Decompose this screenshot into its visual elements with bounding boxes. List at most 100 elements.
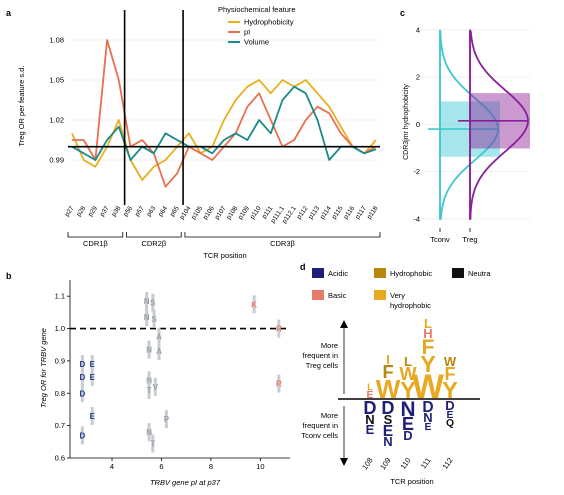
x-tick-label-a-15: p109 xyxy=(237,205,251,221)
point-label-2: D xyxy=(79,373,85,382)
position-tick-109: 109 xyxy=(378,456,393,471)
panel-a-y-ticks: 0.991.021.051.08 xyxy=(49,36,64,165)
x-tick-label-a-21: p113 xyxy=(307,205,321,221)
x-tick-label-b-2: 8 xyxy=(209,462,213,471)
point-label-20: K xyxy=(251,300,257,309)
treg-label-line-0: More xyxy=(321,341,338,350)
legend-label-very: Very xyxy=(390,291,405,300)
logo-letter-up-2-2: L xyxy=(404,354,412,369)
x-tick-label-a-6: p57 xyxy=(134,205,146,218)
panel-d-logo: Acidic Hydrophobic NeutraBasic Veryhydropho… xyxy=(301,268,491,486)
legend-swatch-neutra xyxy=(452,268,464,278)
legend-label-hydrophobicity: Hydrophobicity xyxy=(244,18,294,27)
y-tick-label-b-5: 1.1 xyxy=(55,292,65,301)
x-tick-label-a-11: p105 xyxy=(190,205,204,221)
point-label-16: V xyxy=(153,383,159,392)
panel-d-x-axis-label: TCR position xyxy=(390,477,433,486)
logo-letter-down-4-2: Q xyxy=(446,418,454,429)
y-tick-label-b-2: 0.8 xyxy=(55,389,65,398)
legend-label-pi: pI xyxy=(244,28,250,37)
x-tick-label-c-0: Tconv xyxy=(430,235,450,244)
panel-b-y-axis-label: Treg OR for TRBV gene xyxy=(39,328,48,408)
point-label-5: E xyxy=(90,412,96,421)
panel-c-density: -4-2024 Tconv Treg CDR3jmr hydrophobicity xyxy=(403,25,530,244)
y-tick-label-a-0: 0.99 xyxy=(49,156,64,165)
group-label-2: CDR3β xyxy=(270,239,295,248)
group-bracket-0 xyxy=(68,232,123,237)
treg-label-line-2: Treg cells xyxy=(306,361,338,370)
legend-label-basic: Basic xyxy=(328,291,347,300)
arrow-down-head xyxy=(340,458,348,466)
position-tick-112: 112 xyxy=(440,456,454,471)
point-label-17: P xyxy=(164,415,170,424)
panel-d-legend: Acidic Hydrophobic Neutra Basic Veryhydropho… xyxy=(312,268,491,310)
x-tick-label-a-0: p27 xyxy=(64,205,76,218)
point-label-0: D xyxy=(79,360,85,369)
panel-b-x-axis-label: TRBV gene pI at p37 xyxy=(150,478,221,487)
point-label-8: S xyxy=(150,299,156,308)
x-tick-label-a-23: p115 xyxy=(331,205,345,221)
group-label-0: CDR1β xyxy=(83,239,108,248)
x-tick-label-a-10: p104 xyxy=(179,205,193,221)
point-label-19: T xyxy=(150,439,155,448)
point-label-4: D xyxy=(79,389,85,398)
panel-c-y-axis-label: CDR3jmr hydrophobicity xyxy=(403,84,410,160)
logo-letter-up-3-4: L xyxy=(424,316,432,331)
position-tick-110: 110 xyxy=(398,456,412,471)
point-label-12: N xyxy=(146,346,152,355)
position-tick-111: 111 xyxy=(419,456,433,471)
x-tick-label-b-3: 10 xyxy=(256,462,264,471)
tconv-label-line-0: More xyxy=(321,411,338,420)
point-label-1: E xyxy=(90,360,96,369)
x-tick-label-a-16: p110 xyxy=(249,205,263,221)
group-label-1: CDR2β xyxy=(141,239,166,248)
panel-c-y-ticks: -4 -2 0 2 4 xyxy=(413,25,420,223)
panel-a-line-chart: 0.991.021.051.08 p27 p28 p29 p37 p38 p56 p57 p6… xyxy=(17,5,380,260)
x-tick-label-a-26: p118 xyxy=(366,205,380,221)
x-tick-label-a-14: p108 xyxy=(225,205,239,221)
legend-swatch-very xyxy=(374,290,386,300)
legend-label-neutra: Neutra xyxy=(468,269,491,278)
y-tick-label-c-2: 0 xyxy=(416,120,420,129)
point-label-21: R xyxy=(276,325,282,334)
tconv-label-line-1: frequent in xyxy=(303,421,338,430)
y-tick-label-b-3: 0.9 xyxy=(55,356,65,365)
x-tick-label-a-22: p114 xyxy=(319,205,333,221)
logo-letter-down-1-3: N xyxy=(383,434,392,449)
y-tick-label-b-0: 0.6 xyxy=(55,454,65,463)
x-tick-label-a-8: p64 xyxy=(157,205,169,218)
group-bracket-1 xyxy=(126,232,181,237)
logo-letter-up-0-1: L xyxy=(367,382,373,392)
x-tick-label-a-12: p106 xyxy=(202,205,216,221)
panel-label-a: a xyxy=(6,8,12,18)
position-tick-108: 108 xyxy=(360,456,375,471)
point-label-3: E xyxy=(90,373,96,382)
legend-label-volume: Volume xyxy=(244,38,269,47)
point-label-9: N xyxy=(144,313,150,322)
panel-label-c: c xyxy=(400,8,405,18)
panel-a-y-axis-label: Treg OR per feature s.d. xyxy=(17,65,26,146)
y-tick-label-c-0: -4 xyxy=(413,214,420,223)
y-tick-label-b-4: 1.0 xyxy=(55,324,65,333)
legend-label-hydrophobic: hydrophobic xyxy=(390,301,431,310)
logo-letter-up-1-2: I xyxy=(386,352,390,367)
logo-letter-down-3-2: E xyxy=(425,422,432,433)
point-label-7: N xyxy=(144,297,150,306)
panel-a-cdr-groups: CDR1β CDR2β CDR3β xyxy=(68,232,380,248)
x-tick-label-a-3: p37 xyxy=(99,205,111,218)
point-label-15: T xyxy=(147,386,152,395)
x-tick-label-b-0: 4 xyxy=(110,462,114,471)
x-tick-label-a-24: p116 xyxy=(342,205,356,221)
panel-a-x-axis-label: TCR position xyxy=(203,251,246,260)
point-label-22: R xyxy=(276,380,282,389)
x-tick-label-a-7: p63 xyxy=(145,205,157,218)
legend-swatch-basic xyxy=(312,290,324,300)
point-label-10: S xyxy=(151,315,157,324)
logo-letter-down-2-2: D xyxy=(403,428,412,443)
legend-swatch-hydrophobic xyxy=(374,268,386,278)
y-tick-label-c-4: 4 xyxy=(416,25,420,34)
